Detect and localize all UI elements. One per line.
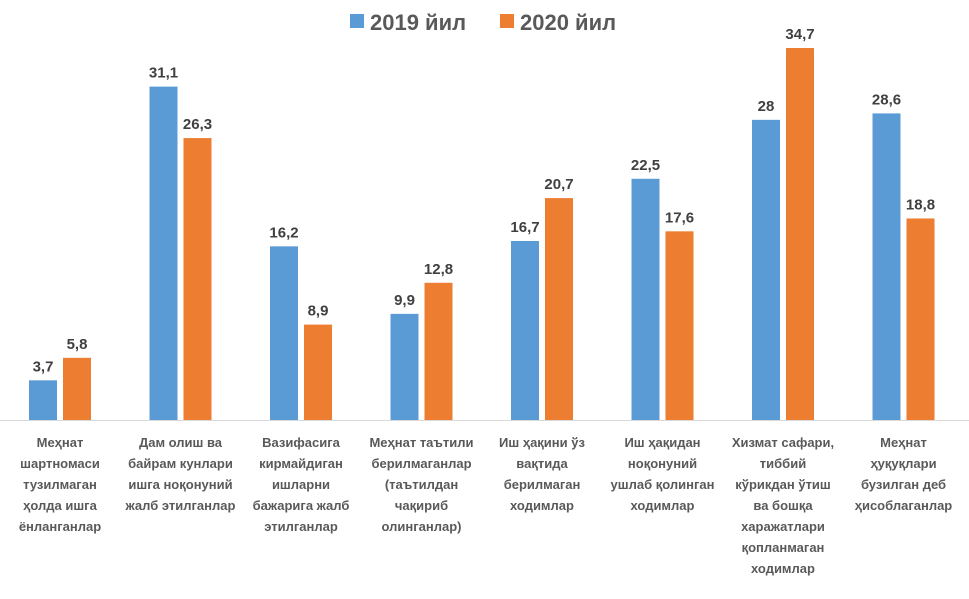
data-label: 18,8 — [906, 196, 935, 213]
data-label: 28 — [758, 98, 775, 115]
bar-2020 — [183, 138, 212, 420]
bar-2020 — [545, 198, 573, 420]
data-label: 12,8 — [424, 261, 453, 278]
data-label: 28,6 — [872, 91, 901, 108]
data-label: 8,9 — [308, 303, 329, 320]
bars: 3,7 31,1 16,2 9,9 16,7 22,5 28 28,6 5,8 26,3 8,9 12… — [29, 26, 935, 421]
bar-2020 — [304, 324, 332, 420]
bar-2019 — [631, 178, 660, 420]
data-label: 34,7 — [785, 26, 814, 43]
category-label: Вазифасига кирмайдиган ишларни бажарига … — [252, 435, 350, 534]
legend: 2019 йил 2020 йил — [350, 10, 616, 35]
data-label: 20,7 — [544, 176, 573, 193]
bar-2019 — [270, 246, 298, 420]
legend-swatch — [500, 14, 514, 28]
category-label: Меҳнат ҳуқуқлари бузилган деб ҳисоблаган… — [854, 435, 953, 513]
data-label: 3,7 — [33, 358, 54, 375]
legend-label: 2020 йил — [520, 10, 616, 35]
category-label: Меҳнат таътили берилмаганлар (таътилдан … — [369, 435, 474, 534]
data-label: 16,7 — [510, 219, 539, 236]
bar-2019 — [752, 119, 780, 420]
category-label: Дам олиш ва байрам кунлари ишга ноқонуни… — [125, 435, 236, 513]
category-label: Иш ҳақини ўз вақтида берилмаган ходимлар — [499, 435, 585, 513]
data-label: 17,6 — [665, 209, 694, 226]
bar-2020 — [63, 357, 91, 420]
bar-2020 — [424, 282, 453, 420]
bar-2019 — [390, 313, 419, 420]
bar-2020 — [786, 48, 814, 421]
data-label: 26,3 — [183, 116, 212, 133]
data-label: 5,8 — [67, 336, 88, 353]
category-label: Меҳнат шартномаси тузилмаган ҳолда ишга … — [18, 435, 102, 534]
data-label: 22,5 — [631, 157, 660, 174]
bar-2019 — [149, 86, 178, 420]
data-label: 31,1 — [149, 65, 178, 82]
legend-swatch — [350, 14, 364, 28]
category-label: Хизмат сафари, тиббий кўрикдан ўтиш ва б… — [731, 435, 835, 576]
bar-2019 — [511, 240, 539, 420]
category-label: Иш ҳақидан ноқонуний ушлаб қолинган ходи… — [610, 435, 715, 513]
bar-2020 — [665, 231, 694, 420]
bar-2019 — [872, 113, 901, 421]
bar-2019 — [29, 380, 57, 420]
data-label: 16,2 — [269, 224, 298, 241]
bar-2020 — [906, 218, 935, 420]
legend-label: 2019 йил — [370, 10, 466, 35]
data-label: 9,9 — [394, 292, 415, 309]
